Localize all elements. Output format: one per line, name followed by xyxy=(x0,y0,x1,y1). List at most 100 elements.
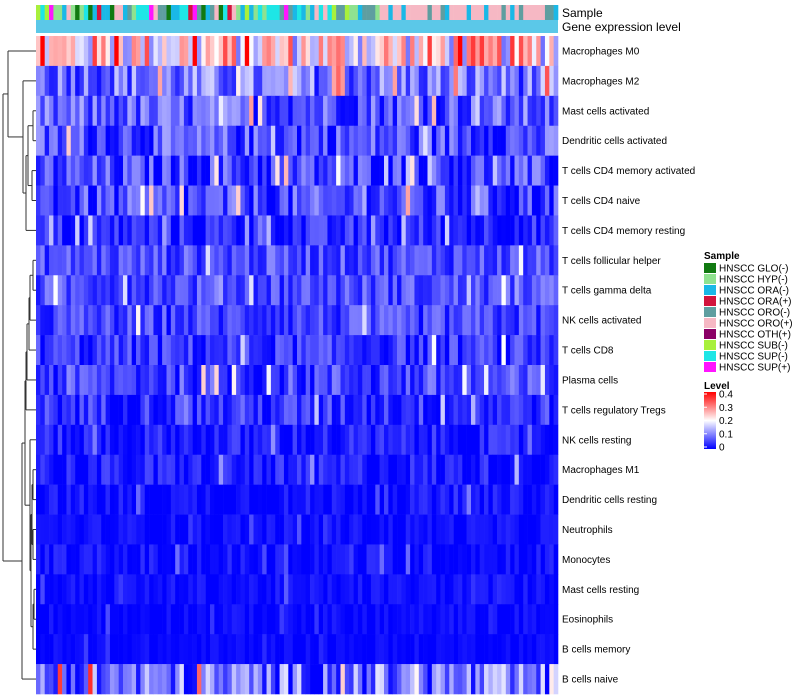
heatmap-cell xyxy=(57,424,63,456)
heatmap-cell xyxy=(401,514,407,545)
heatmap-cell xyxy=(305,664,311,695)
heatmap-cell xyxy=(192,604,198,635)
heatmap-cell xyxy=(466,335,472,366)
heatmap-cell xyxy=(175,36,180,67)
heatmap-cell xyxy=(518,305,524,336)
heatmap-cell xyxy=(357,574,363,605)
heatmap-cell xyxy=(101,305,106,336)
heatmap-cell xyxy=(79,335,85,366)
heatmap-cell xyxy=(375,365,380,396)
heatmap-cell xyxy=(349,335,354,366)
heatmap-cell xyxy=(444,484,450,515)
heatmap-cell xyxy=(288,245,293,276)
heatmap-cell xyxy=(375,574,380,605)
heatmap-cell xyxy=(457,245,463,276)
heatmap-cell xyxy=(323,335,328,366)
heatmap-cell xyxy=(471,424,476,456)
heatmap-cell xyxy=(501,95,507,127)
heatmap-cell xyxy=(370,245,376,276)
heatmap-cell xyxy=(149,65,154,97)
heatmap-cell xyxy=(388,305,393,336)
heatmap-cell xyxy=(353,275,359,306)
heatmap-cell xyxy=(270,574,276,605)
heatmap-cell xyxy=(96,95,102,127)
heatmap-cell xyxy=(457,544,463,575)
heatmap-cell xyxy=(497,424,502,456)
heatmap-cell xyxy=(105,245,111,276)
heatmap-cell xyxy=(149,155,154,186)
heatmap-cell xyxy=(175,514,180,545)
heatmap-cell xyxy=(323,155,328,186)
heatmap-cell xyxy=(283,514,289,545)
level-tick-label: 0.4 xyxy=(719,390,733,401)
heatmap-cell xyxy=(410,634,415,665)
heatmap-cell xyxy=(79,484,85,515)
heatmap-cell xyxy=(549,305,554,336)
heatmap-cell xyxy=(497,95,502,127)
heatmap-cell xyxy=(201,574,206,605)
heatmap-cell xyxy=(201,155,206,186)
heatmap-cell xyxy=(188,574,193,605)
heatmap-cell xyxy=(75,514,80,545)
heatmap-cell xyxy=(353,335,359,366)
heatmap-cell xyxy=(210,36,215,67)
heatmap-cell xyxy=(166,394,172,426)
sample-cell xyxy=(101,5,106,20)
heatmap-cell xyxy=(223,185,228,216)
heatmap-cell xyxy=(423,454,428,485)
heatmap-cell xyxy=(314,125,320,156)
heatmap-cell xyxy=(492,36,498,67)
heatmap-cell xyxy=(510,95,515,127)
heatmap-cell xyxy=(501,275,507,306)
heatmap-cell xyxy=(553,514,559,545)
heatmap-cell xyxy=(131,36,137,67)
heatmap-cell xyxy=(471,155,476,186)
sample-cell xyxy=(379,5,385,20)
heatmap-cell xyxy=(179,36,185,67)
heatmap-cell xyxy=(414,215,420,246)
heatmap-cell xyxy=(349,245,354,276)
heatmap-cell xyxy=(427,574,433,605)
sample-cell xyxy=(83,5,89,20)
heatmap-cell xyxy=(397,424,402,456)
heatmap-cell xyxy=(149,95,154,127)
heatmap-cell xyxy=(549,634,554,665)
heatmap-cell xyxy=(79,394,85,426)
heatmap-cell xyxy=(118,275,124,306)
heatmap-cell xyxy=(427,335,433,366)
heatmap-cell xyxy=(105,634,111,665)
heatmap-cell xyxy=(305,454,311,485)
heatmap-cell xyxy=(131,544,137,575)
heatmap-cell xyxy=(53,335,59,366)
heatmap-cell xyxy=(214,394,219,426)
heatmap-cell xyxy=(88,65,93,97)
heatmap-cell xyxy=(53,36,59,67)
heatmap-cell xyxy=(275,275,280,306)
heatmap-cell xyxy=(157,365,163,396)
heatmap-cell xyxy=(157,215,163,246)
heatmap-cell xyxy=(249,185,254,216)
heatmap-cell xyxy=(75,335,80,366)
heatmap-cell xyxy=(414,574,420,605)
heatmap-cell xyxy=(449,454,454,485)
heatmap-cell xyxy=(392,155,398,186)
heatmap-cell xyxy=(523,155,528,186)
heatmap-cell xyxy=(536,394,541,426)
heatmap-cell xyxy=(310,95,315,127)
heatmap-cell xyxy=(270,185,276,216)
heatmap-cell xyxy=(366,215,372,246)
heatmap-cell xyxy=(553,365,559,396)
heatmap-cell xyxy=(205,454,211,485)
heatmap-cell xyxy=(323,36,328,67)
heatmap-cell xyxy=(344,394,350,426)
sample-cell xyxy=(462,5,467,20)
heatmap-cell xyxy=(370,394,376,426)
heatmap-cell xyxy=(266,394,272,426)
heatmap-cell xyxy=(462,454,467,485)
heatmap-cell xyxy=(70,95,76,127)
heatmap-cell xyxy=(318,544,324,575)
heatmap-cell xyxy=(253,604,259,635)
heatmap-cell xyxy=(392,574,398,605)
heatmap-cell xyxy=(218,664,224,695)
heatmap-cell xyxy=(414,604,420,635)
